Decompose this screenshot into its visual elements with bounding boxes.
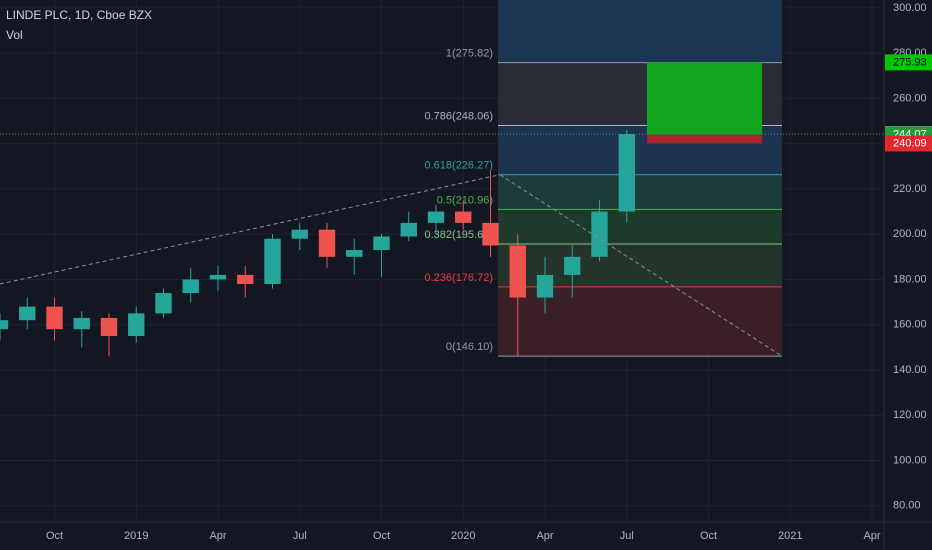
y-tick-label: 200.00 — [893, 228, 927, 240]
y-tick-label: 100.00 — [893, 454, 927, 466]
fib-band — [498, 209, 782, 245]
position-stop — [647, 134, 762, 144]
price-label-bg — [885, 54, 932, 71]
candle-body — [291, 229, 308, 239]
x-tick-label: Apr — [863, 530, 880, 542]
chart-title: LINDE PLC, 1D, Cboe BZX — [6, 8, 152, 22]
indicator-label: Vol — [6, 28, 23, 42]
candle-body — [346, 250, 363, 257]
candle-body — [618, 134, 635, 212]
y-tick-label: 180.00 — [893, 273, 927, 285]
candle-body — [155, 293, 172, 314]
fib-band — [498, 0, 782, 63]
candle-body — [591, 211, 608, 257]
y-tick-label: 220.00 — [893, 183, 927, 195]
x-tick-label: 2020 — [451, 530, 475, 542]
x-tick-label: Jul — [293, 530, 307, 542]
candle-body — [482, 222, 499, 246]
candle-body — [427, 211, 445, 223]
fib-label: 0.5(210.96) — [437, 194, 493, 206]
y-tick-label: 120.00 — [893, 409, 927, 421]
fib-label: 1(275.82) — [446, 48, 493, 60]
candle-body — [264, 238, 281, 284]
y-tick-label: 80.00 — [893, 500, 921, 512]
x-tick-label: 2019 — [124, 530, 148, 542]
x-tick-label: Apr — [209, 530, 226, 542]
y-tick-label: 260.00 — [893, 92, 927, 104]
fib-label: 0.236(176.72) — [425, 272, 494, 284]
candle-body — [128, 313, 145, 337]
candle-body — [237, 274, 254, 284]
candle-body — [19, 306, 36, 321]
fib-band — [498, 174, 782, 210]
candle-body — [318, 229, 336, 257]
candle-body — [100, 317, 118, 337]
price-label: 240.09 — [893, 137, 927, 149]
fib-label: 0.786(248.06) — [425, 110, 494, 122]
y-tick-label: 140.00 — [893, 364, 927, 376]
x-tick-label: Apr — [536, 530, 553, 542]
price-label: 275.93 — [893, 56, 927, 68]
candle-body — [400, 222, 417, 237]
candle-body — [0, 320, 9, 330]
overlay — [0, 62, 884, 357]
y-tick-label: 160.00 — [893, 319, 927, 331]
fib-label: 0(146.10) — [446, 341, 493, 353]
candle-body — [182, 279, 199, 294]
candle-body — [73, 317, 90, 330]
candle-body — [509, 245, 526, 298]
candle-body — [373, 236, 390, 251]
candle-body — [564, 256, 581, 275]
candle-body — [46, 306, 63, 330]
price-label-bg — [885, 135, 932, 152]
fib-label: 0.382(195.66) — [425, 229, 494, 241]
x-tick-label: Oct — [46, 530, 63, 542]
x-tick-label: Oct — [373, 530, 390, 542]
fib-label: 0.618(226.27) — [425, 160, 494, 172]
x-tick-label: 2021 — [778, 530, 802, 542]
candle-body — [455, 211, 472, 223]
y-tick-label: 300.00 — [893, 2, 927, 14]
x-tick-label: Oct — [700, 530, 717, 542]
x-tick-label: Jul — [620, 530, 634, 542]
candle-body — [536, 274, 554, 298]
trendline — [0, 174, 501, 285]
candle-body — [209, 274, 227, 280]
position-target — [647, 62, 762, 135]
candles — [0, 130, 635, 357]
